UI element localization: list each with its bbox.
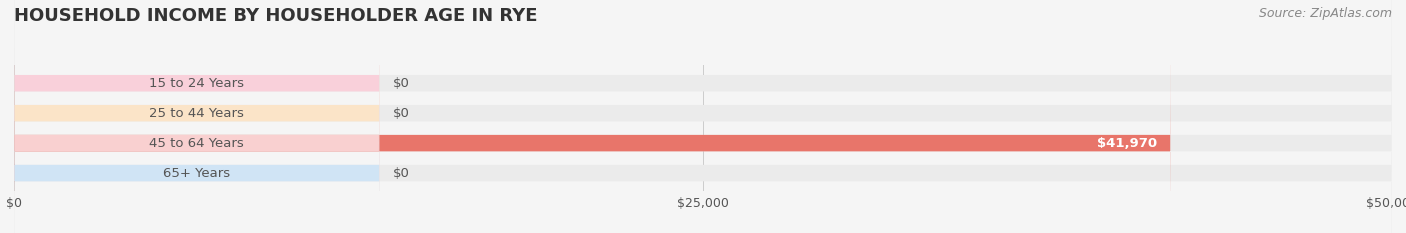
FancyBboxPatch shape — [14, 0, 1392, 233]
Text: HOUSEHOLD INCOME BY HOUSEHOLDER AGE IN RYE: HOUSEHOLD INCOME BY HOUSEHOLDER AGE IN R… — [14, 7, 537, 25]
FancyBboxPatch shape — [14, 0, 380, 233]
FancyBboxPatch shape — [14, 0, 1171, 233]
FancyBboxPatch shape — [14, 0, 380, 233]
FancyBboxPatch shape — [14, 0, 380, 233]
FancyBboxPatch shape — [14, 0, 1392, 233]
Text: 15 to 24 Years: 15 to 24 Years — [149, 77, 245, 90]
Text: Source: ZipAtlas.com: Source: ZipAtlas.com — [1258, 7, 1392, 20]
Text: 65+ Years: 65+ Years — [163, 167, 231, 180]
FancyBboxPatch shape — [14, 0, 1392, 233]
Text: 25 to 44 Years: 25 to 44 Years — [149, 107, 245, 120]
Text: $0: $0 — [394, 107, 411, 120]
Text: $41,970: $41,970 — [1097, 137, 1157, 150]
Text: $0: $0 — [394, 77, 411, 90]
FancyBboxPatch shape — [14, 0, 1392, 233]
FancyBboxPatch shape — [14, 0, 380, 233]
Text: 45 to 64 Years: 45 to 64 Years — [149, 137, 245, 150]
Text: $0: $0 — [394, 167, 411, 180]
